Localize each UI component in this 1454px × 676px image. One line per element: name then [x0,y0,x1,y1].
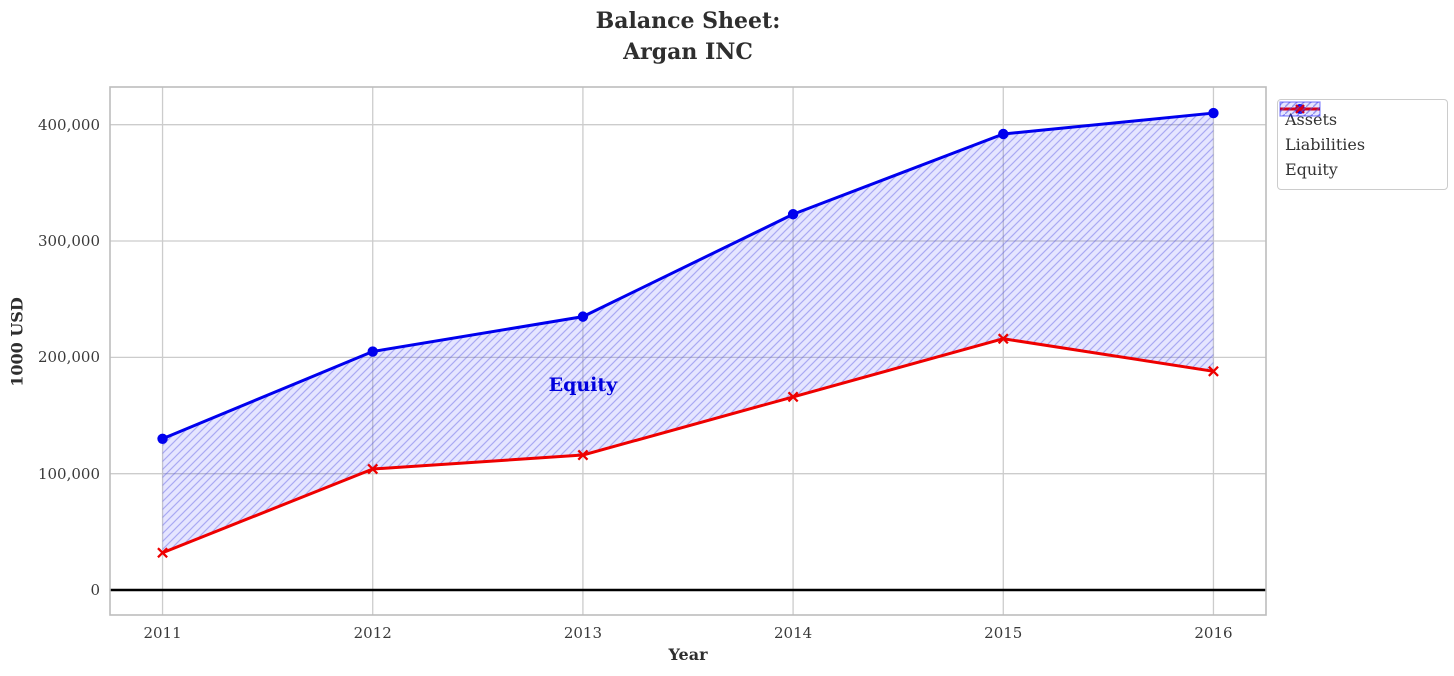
x-tick-2012: 2012 [353,624,392,642]
y-tick-400000: 400,000 [37,115,100,134]
legend-item-liabilities: Liabilities [1280,104,1439,157]
chart-title: Balance Sheet: Argan INC [388,6,988,68]
y-tick-0: 0 [90,580,100,599]
y-axis-label: 1000 USD [7,297,27,387]
legend: Assets Liabilities Equity [1277,99,1448,190]
legend-label-liabilities: Liabilities [1285,135,1366,154]
equity-patch-icon [1279,101,1321,117]
y-tick-300000: 300,000 [37,232,100,250]
x-tick-2015: 2015 [984,624,1023,642]
equity-area-annotation: Equity [548,374,618,397]
x-tick-2014: 2014 [773,624,813,642]
x-tick-2016: 2016 [1194,624,1233,642]
chart-title-line1: Balance Sheet: [595,8,781,34]
y-tick-100000: 100,000 [37,464,100,483]
x-tick-2011: 2011 [143,624,182,642]
y-tick-200000: 200,000 [37,348,100,367]
x-tick-2013: 2013 [563,624,602,642]
legend-item-equity: Equity [1279,101,1439,182]
chart-title-line2: Argan INC [623,39,753,65]
x-axis-label: Year [668,645,708,664]
legend-label-equity: Equity [1285,160,1338,179]
